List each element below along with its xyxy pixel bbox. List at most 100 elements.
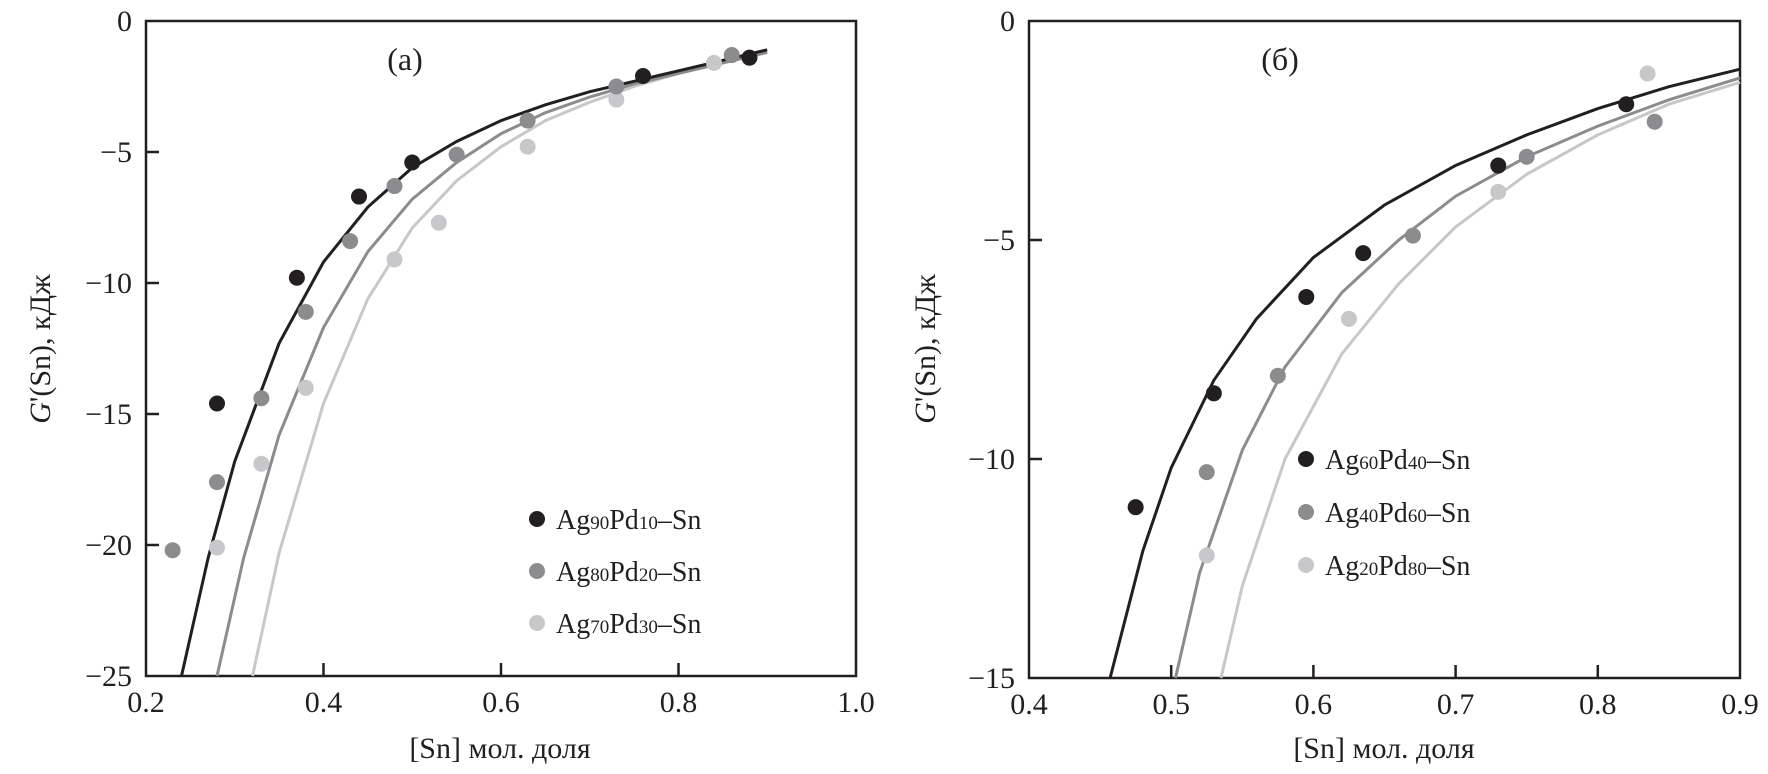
y-tick-label: −10 [85,267,132,300]
panel-label: (б) [1261,41,1299,77]
legend-text-part: –Sn [657,609,702,640]
data-point [386,251,403,268]
legend-marker [529,615,545,631]
data-point [1340,310,1357,327]
legend-marker [529,511,545,527]
y-tick-label: −5 [983,224,1015,257]
panel-a: G'(Sn), кДж [Sn] мол. доля (a) 0.2 0.4 0.6… [24,5,875,765]
legend-text-part: Ag [556,505,590,536]
data-point [253,390,270,407]
series-curve [1219,80,1741,679]
y-tick-label: −5 [100,136,132,169]
data-point [706,54,722,71]
data-point [1205,385,1222,402]
x-tick-label: 0.6 [482,686,520,719]
x-tick-label: 0.8 [660,686,698,719]
data-point [297,303,314,320]
data-point [448,146,465,163]
legend-marker [1298,557,1314,573]
legend-text-part: Pd [1378,445,1408,476]
x-tick-label: 0.7 [1437,688,1475,721]
data-point [288,269,305,286]
x-tick-label: 1.0 [837,686,875,719]
plot-frame [1027,19,1742,680]
legend-text-part: Ag [1325,551,1359,582]
data-point [1639,65,1656,82]
data-point [1269,367,1286,384]
y-tick-label: −15 [85,398,132,431]
legend-subscript: 10 [639,513,658,534]
y-axis-title-rest: '(Sn), кДж [909,274,942,402]
series-curve [1108,67,1741,679]
legend-text-part: Pd [1378,498,1408,529]
data-point [351,188,367,205]
y-tick-label: −15 [968,662,1015,695]
x-tick-label: 0.8 [1579,688,1617,721]
x-tick-label: 0.9 [1721,688,1759,721]
data-point [1490,157,1507,174]
data-point [519,112,536,129]
legend-subscript: 90 [590,513,609,534]
data-point [209,474,225,491]
legend-entry: Ag40Pd60–Sn [1325,498,1470,529]
data-point [1404,227,1421,244]
data-point [1298,288,1315,305]
y-axis-title: G'(Sn), кДж [24,274,57,424]
y-axis-title: G'(Sn), кДж [909,274,942,424]
panel-label: (a) [387,41,423,77]
data-point [519,138,536,155]
data-point [723,47,740,64]
y-tick-label: −10 [968,443,1015,476]
legend-subscript: 70 [590,617,609,638]
legend-text-part: –Sn [1426,498,1471,529]
data-point [1490,183,1507,200]
legend-text-part: Ag [1325,445,1359,476]
data-point [608,78,625,95]
series-curve [180,48,768,677]
data-point [430,214,447,231]
y-tick-label: −20 [85,529,132,562]
legend-subscript: 80 [590,565,609,586]
legend-subscript: 60 [1408,506,1427,527]
legend-subscript: 20 [1359,559,1378,580]
legend-text-part: –Sn [1426,445,1471,476]
legend-subscript: 30 [639,617,658,638]
legend-entry: Ag80Pd20–Sn [556,557,701,588]
legend-text-part: Ag [1325,498,1359,529]
data-point [1127,499,1144,516]
data-point [1518,148,1535,165]
legend-text-part: –Sn [1426,551,1471,582]
legend-text-part: Ag [556,557,590,588]
legend-marker [1298,504,1314,520]
legend-subscript: 40 [1359,506,1378,527]
data-point [635,68,651,85]
data-point [209,395,225,412]
y-axis-title-italic: G [24,402,57,424]
y-tick-label: 0 [117,5,132,38]
x-tick-label: 0.4 [1010,688,1048,721]
series-curve [1174,76,1741,679]
data-point [1646,113,1663,130]
data-point [1198,464,1215,481]
data-point [404,154,421,171]
y-axis-title-rest: '(Sn), кДж [24,274,57,402]
series-curve [215,50,768,677]
data-point [608,91,625,108]
x-tick-label: 0.5 [1152,688,1190,721]
data-point [741,49,758,66]
legend-text-part: –Sn [657,557,702,588]
legend-subscript: 80 [1408,559,1427,580]
legend-entry: Ag60Pd40–Sn [1325,445,1470,476]
x-axis-title: [Sn] мол. доля [1293,732,1475,765]
legend-text-part: Ag [556,609,590,640]
legend-marker [529,563,545,579]
data-point [1618,96,1635,113]
data-point [1198,547,1215,564]
data-point [297,379,314,396]
legend-marker [1298,451,1314,467]
data-point [253,455,270,472]
legend-text-part: Pd [1378,551,1408,582]
legend-entry: Ag20Pd80–Sn [1325,551,1470,582]
legend-subscript: 40 [1408,453,1427,474]
